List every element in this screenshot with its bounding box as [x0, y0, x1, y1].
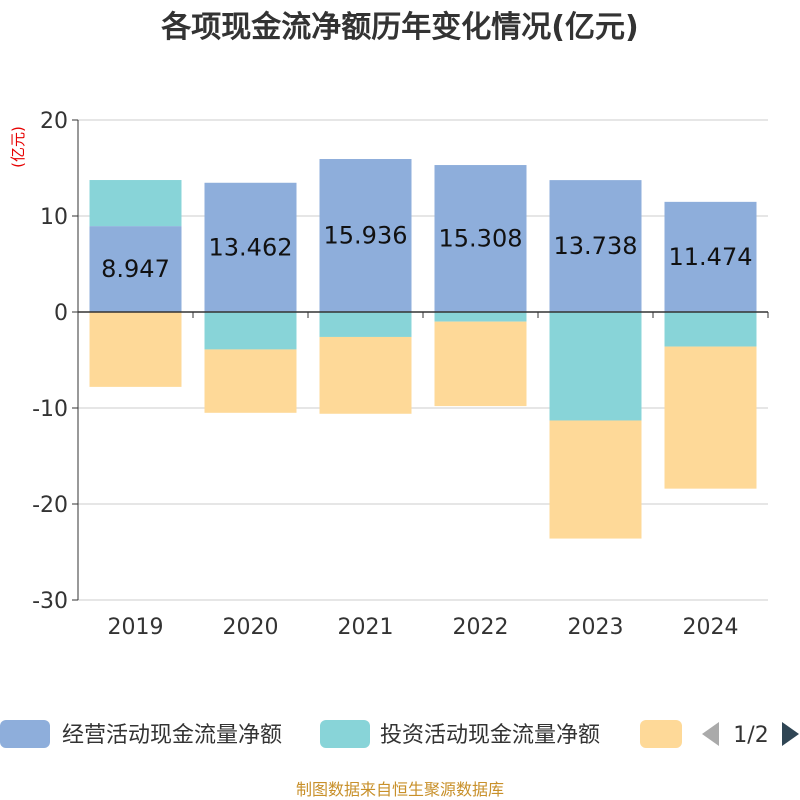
y-tick-label: 0	[54, 301, 68, 326]
x-tick-label: 2024	[683, 615, 739, 640]
bar-2024-series-2	[664, 346, 757, 489]
bar-2021-series-0	[319, 159, 412, 312]
chart-title: 各项现金流净额历年变化情况(亿元)	[160, 10, 638, 45]
x-tick-label: 2021	[338, 615, 394, 640]
legend-page-indicator: 1/2	[733, 723, 768, 748]
x-tick-label: 2020	[223, 615, 279, 640]
y-tick-label: -30	[32, 589, 68, 614]
legend: 经营活动现金流量净额 投资活动现金流量净额 1/2	[0, 720, 799, 748]
x-tick-label: 2023	[568, 615, 624, 640]
bar-2021-series-1	[319, 312, 412, 337]
bar-2024-series-1	[664, 312, 757, 347]
bar-2024-series-0	[664, 201, 757, 312]
y-tick-label: -10	[32, 397, 68, 422]
legend-swatch[interactable]	[0, 720, 50, 748]
bar-2022-series-2	[434, 321, 527, 407]
legend-prev-page-icon[interactable]	[702, 722, 719, 746]
axes: 20 10 0 -10 -20 -30 2019 2020 2021 2022 2023 2024	[32, 109, 769, 640]
data-label: 15.308	[439, 225, 523, 253]
data-label: 11.474	[669, 243, 753, 271]
bar-2019-series-1	[89, 180, 182, 227]
legend-swatch[interactable]	[640, 720, 682, 748]
bar-2020-series-1	[204, 312, 297, 350]
data-label: 15.936	[324, 222, 408, 250]
legend-next-page-icon[interactable]	[782, 722, 799, 746]
bar-2019-series-0	[89, 226, 182, 312]
data-labels: 8.947 13.462 15.936 15.308 13.738 11.474	[101, 222, 752, 284]
bar-2022-series-1	[434, 312, 527, 322]
bar-2020-series-0	[204, 182, 297, 312]
data-label: 13.738	[554, 232, 638, 260]
y-tick-label: -20	[32, 493, 68, 518]
y-axis-unit-label: (亿元)	[9, 126, 27, 168]
bar-2021-series-2	[319, 336, 412, 414]
data-label: 13.462	[209, 233, 293, 261]
x-tick-label: 2019	[108, 615, 164, 640]
legend-swatch[interactable]	[320, 720, 370, 748]
bar-2023-series-2	[549, 420, 642, 539]
bar-series	[89, 159, 757, 539]
bar-2022-series-0	[434, 165, 527, 312]
legend-label[interactable]: 投资活动现金流量净额	[380, 723, 600, 748]
grid-lines	[78, 119, 768, 601]
data-label: 8.947	[101, 255, 170, 283]
bar-2023-series-1	[549, 312, 642, 421]
bar-2023-series-0	[549, 180, 642, 312]
bar-2020-series-2	[204, 349, 297, 413]
bar-2019-series-2	[89, 312, 182, 387]
y-tick-label: 10	[40, 205, 68, 230]
legend-label[interactable]: 经营活动现金流量净额	[62, 723, 282, 748]
data-source-note: 制图数据来自恒生聚源数据库	[296, 780, 504, 799]
x-tick-label: 2022	[453, 615, 509, 640]
y-tick-label: 20	[40, 109, 68, 134]
